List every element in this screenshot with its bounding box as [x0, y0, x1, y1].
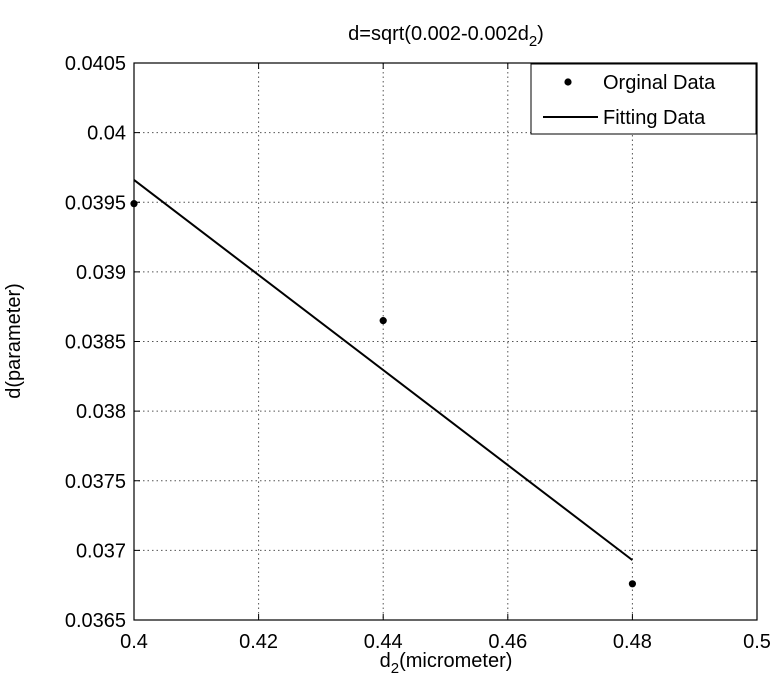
chart-title-suffix: ) [537, 23, 544, 45]
x-tick-label: 0.48 [613, 631, 652, 653]
x-axis-label-suffix: (micrometer) [399, 650, 512, 672]
chart-title-subscript: 2 [529, 33, 537, 50]
y-tick-label: 0.0395 [65, 192, 126, 214]
fitting-data-line [133, 179, 634, 561]
legend-box [530, 63, 757, 135]
y-tick-label: 0.0375 [65, 471, 126, 493]
chart-title-text: d=sqrt(0.002-0.002d [348, 23, 529, 45]
x-tick-label: 0.42 [239, 631, 278, 653]
x-tick-label: 0.4 [120, 631, 148, 653]
x-tick-label: 0.44 [364, 631, 403, 653]
y-tick-label: 0.04 [87, 123, 126, 145]
y-tick-label: 0.0385 [65, 332, 126, 354]
legend-label-original-data: Orginal Data [603, 72, 716, 94]
grid-layer [134, 63, 757, 620]
x-tick-label: 0.46 [488, 631, 527, 653]
x-axis-label-subscript: 2 [391, 660, 399, 676]
original-data-point [628, 580, 637, 588]
original-data-point [379, 317, 387, 325]
legend-marker-original-data [564, 78, 572, 86]
series-layer [130, 179, 637, 588]
y-axis-label: d(parameter) [3, 283, 25, 399]
legend: Orginal Data Fitting Data [530, 63, 757, 135]
plot-border [133, 62, 758, 621]
y-tick-label: 0.037 [76, 540, 126, 562]
legend-label-fitting-data: Fitting Data [603, 107, 706, 129]
original-data-point [130, 200, 138, 208]
x-tick-label: 0.5 [743, 631, 771, 653]
chart-title: d=sqrt(0.002-0.002d2) [348, 23, 544, 50]
y-tick-label: 0.039 [76, 262, 126, 284]
x-axis-label: d2(micrometer) [380, 650, 513, 676]
y-tick-label: 0.0365 [65, 610, 126, 632]
x-axis-label-base: d [380, 650, 391, 672]
y-tick-label: 0.0405 [65, 53, 126, 75]
y-tick-label: 0.038 [76, 401, 126, 423]
tick-layer: 0.4 0.42 0.44 0.46 0.48 0.5 0.0365 0.037 0.0375 0… [65, 53, 771, 653]
